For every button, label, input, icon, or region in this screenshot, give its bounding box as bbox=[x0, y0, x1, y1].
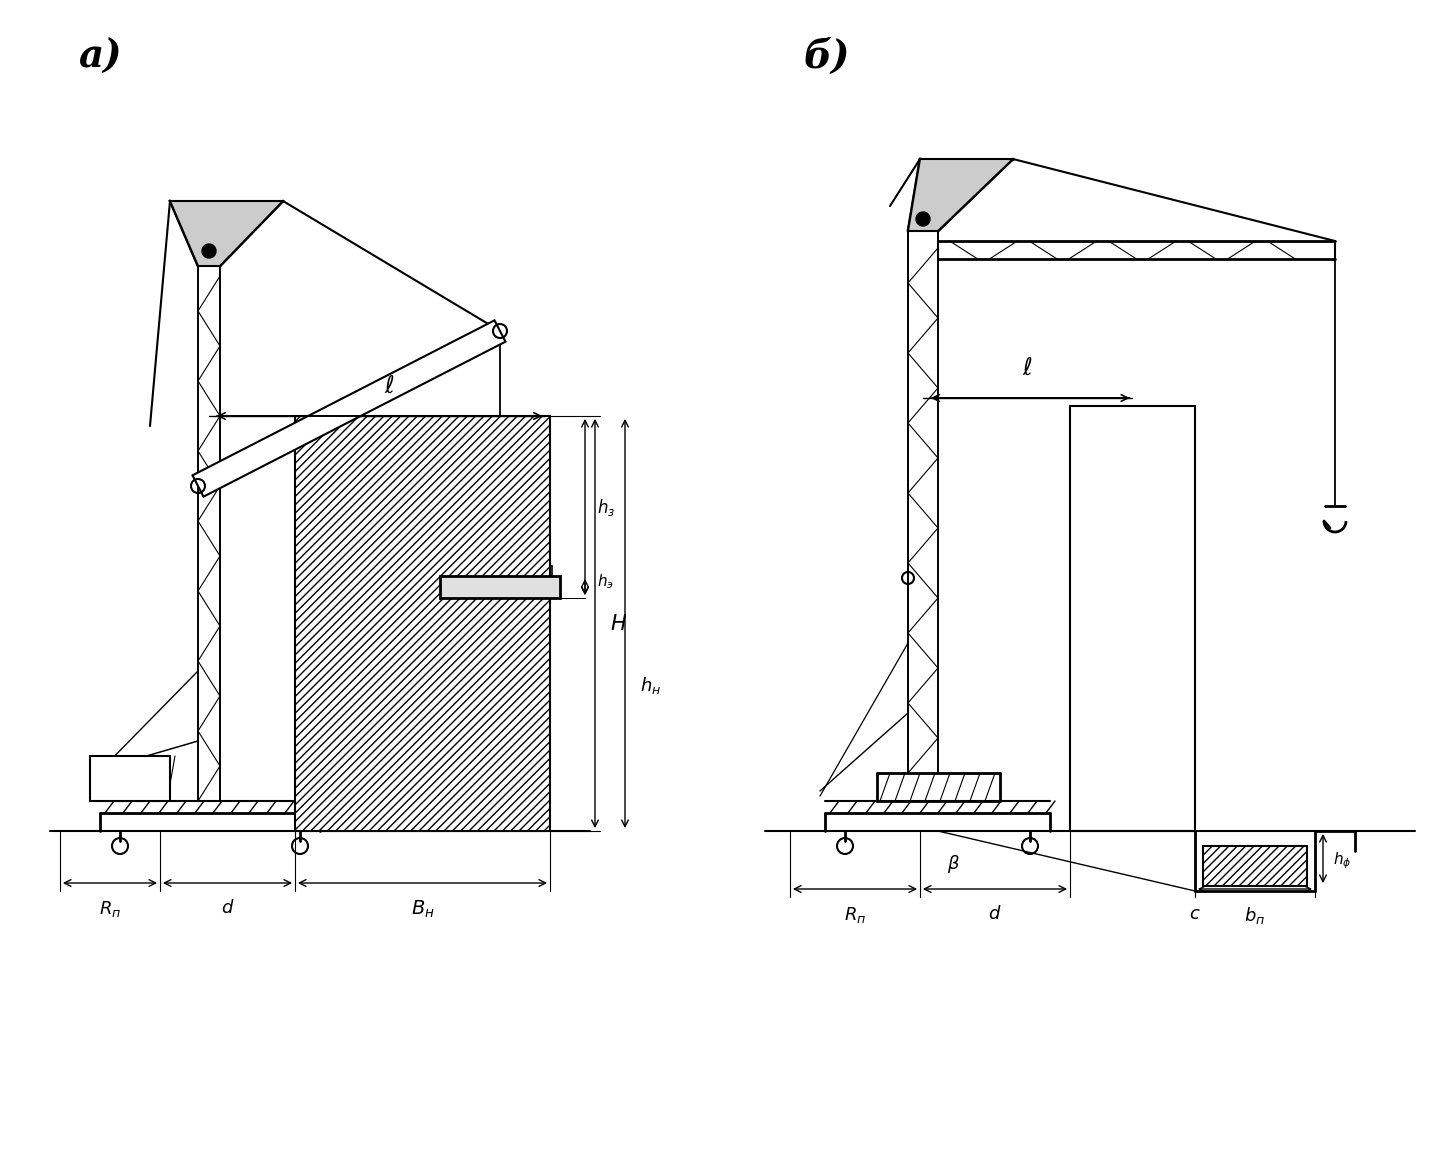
Text: $c$: $c$ bbox=[1189, 906, 1200, 923]
Text: $R_п$: $R_п$ bbox=[845, 906, 866, 926]
Text: $h_{\phi}$: $h_{\phi}$ bbox=[1333, 850, 1352, 871]
Text: б): б) bbox=[803, 38, 849, 76]
Text: $h_н$: $h_н$ bbox=[640, 675, 662, 696]
Text: $h_э$: $h_э$ bbox=[597, 573, 614, 592]
Text: $\ell$: $\ell$ bbox=[384, 374, 394, 397]
Text: $\ell$: $\ell$ bbox=[1022, 356, 1033, 380]
Text: $d$: $d$ bbox=[220, 898, 234, 917]
Text: $R_п$: $R_п$ bbox=[99, 898, 121, 918]
Text: $b_п$: $b_п$ bbox=[1245, 906, 1266, 926]
Text: H: H bbox=[610, 614, 626, 634]
Text: $\beta$: $\beta$ bbox=[947, 853, 960, 875]
Text: $d$: $d$ bbox=[989, 906, 1002, 923]
Bar bbox=[90, 756, 170, 801]
Circle shape bbox=[916, 212, 930, 226]
Text: a): a) bbox=[79, 38, 121, 76]
Polygon shape bbox=[907, 159, 1013, 230]
Bar bbox=[294, 416, 550, 831]
Polygon shape bbox=[193, 320, 506, 496]
Circle shape bbox=[201, 243, 216, 258]
Text: $B_н$: $B_н$ bbox=[410, 898, 434, 921]
Bar bbox=[440, 576, 560, 599]
Text: $h_з$: $h_з$ bbox=[597, 496, 616, 517]
Bar bbox=[1203, 846, 1308, 886]
Polygon shape bbox=[170, 201, 283, 266]
